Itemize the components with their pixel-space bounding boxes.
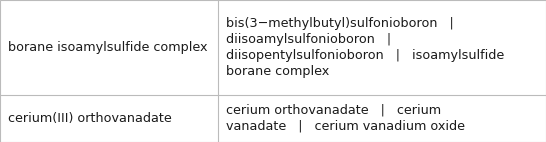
Text: borane isoamylsulfide complex: borane isoamylsulfide complex [8,41,207,54]
Text: bis(3−methylbutyl)sulfonioboron   |: bis(3−methylbutyl)sulfonioboron | [226,17,454,30]
Text: diisoamylsulfonioboron   |: diisoamylsulfonioboron | [226,33,391,46]
Text: diisopentylsulfonioboron   |   isoamylsulfide: diisopentylsulfonioboron | isoamylsulfid… [226,49,505,62]
Text: cerium orthovanadate   |   cerium: cerium orthovanadate | cerium [226,104,441,117]
Text: borane complex: borane complex [226,65,329,78]
Text: cerium(III) orthovanadate: cerium(III) orthovanadate [8,112,172,125]
Text: vanadate   |   cerium vanadium oxide: vanadate | cerium vanadium oxide [226,120,465,133]
